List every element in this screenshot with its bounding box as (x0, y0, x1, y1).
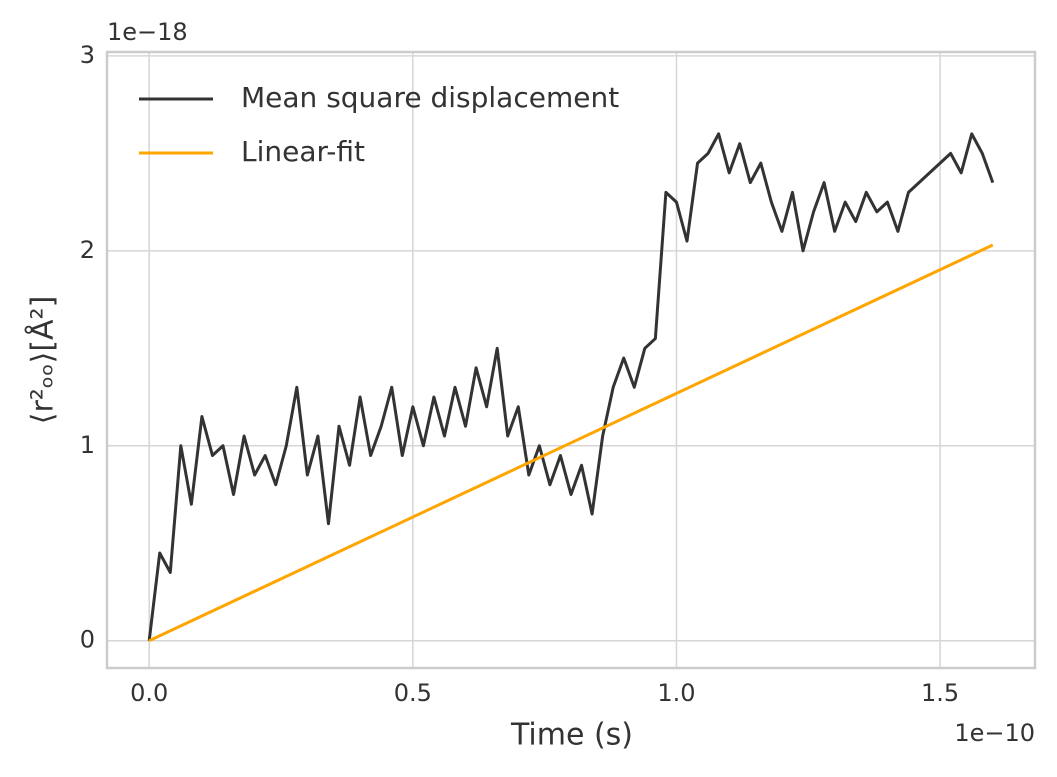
y-axis-label: ⟨r²ₒₒ⟩[Å²] (25, 296, 61, 425)
x-tick-label: 1.0 (657, 679, 695, 707)
x-offset-text: 1e−10 (954, 719, 1035, 747)
legend-label: Linear-fit (241, 135, 365, 168)
x-axis-label: Time (s) (510, 718, 633, 753)
y-offset-text: 1e−18 (107, 18, 188, 46)
legend-label: Mean square displacement (241, 81, 619, 114)
x-tick-label: 0.0 (130, 679, 168, 707)
data-line (147, 132, 995, 641)
y-tick-label: 0 (80, 626, 95, 654)
y-tick-label: 3 (80, 41, 95, 69)
y-tick-label: 2 (80, 236, 95, 264)
data-line (148, 243, 994, 643)
y-tick-label: 1 (80, 431, 95, 459)
plot-frame (105, 50, 1037, 670)
x-tick-label: 1.5 (921, 679, 959, 707)
x-tick-label: 0.5 (394, 679, 432, 707)
